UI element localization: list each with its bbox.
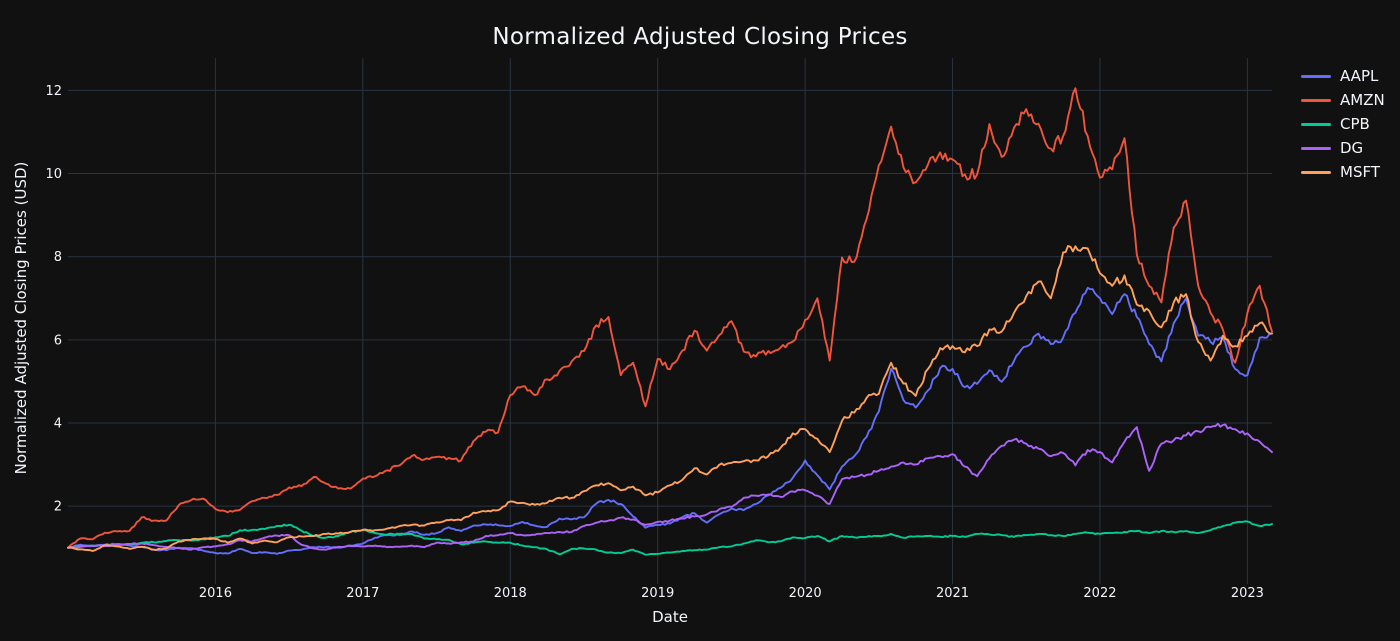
gridlines	[68, 58, 1272, 578]
x-tick-label: 2016	[199, 586, 232, 601]
legend-line-swatch	[1301, 98, 1331, 102]
x-axis-title: Date	[652, 608, 688, 626]
legend-label: AMZN	[1340, 90, 1385, 109]
legend: AAPL AMZN CPB DG MSFT	[1301, 64, 1385, 184]
x-tick-labels: 2016 2017 2018 2019 2020 2021 2022 2023	[199, 586, 1264, 601]
y-tick-labels: 2 4 6 8 10 12	[45, 84, 62, 515]
legend-item-aapl[interactable]: AAPL	[1301, 64, 1385, 88]
x-tick-label: 2018	[494, 586, 527, 601]
legend-label: AAPL	[1340, 66, 1379, 85]
x-tick-label: 2019	[641, 586, 674, 601]
legend-line-swatch	[1301, 146, 1331, 150]
series-line-aapl	[67, 286, 1273, 555]
legend-label: MSFT	[1340, 162, 1380, 181]
legend-line-swatch	[1301, 170, 1331, 174]
legend-line-swatch	[1301, 74, 1331, 78]
x-tick-label: 2020	[789, 586, 822, 601]
x-tick-label: 2021	[936, 586, 969, 601]
x-tick-label: 2022	[1083, 586, 1116, 601]
plot-area[interactable]	[68, 58, 1272, 578]
y-tick-label: 10	[45, 167, 62, 182]
series-lines	[67, 87, 1273, 556]
series-line-cpb	[67, 520, 1273, 556]
x-tick-label: 2023	[1231, 586, 1264, 601]
legend-label: DG	[1340, 138, 1364, 157]
x-tick-label: 2017	[346, 586, 379, 601]
x-tick-marks	[214, 578, 1248, 584]
y-tick-label: 4	[54, 416, 62, 431]
y-tick-label: 6	[54, 333, 62, 348]
y-tick-label: 2	[54, 500, 62, 515]
chart-title: Normalized Adjusted Closing Prices	[492, 24, 908, 50]
legend-line-swatch	[1301, 122, 1331, 126]
series-line-dg	[67, 422, 1273, 551]
legend-item-dg[interactable]: DG	[1301, 136, 1385, 160]
legend-label: CPB	[1340, 114, 1370, 133]
series-line-amzn	[67, 87, 1273, 549]
y-axis-title: Normalized Adjusted Closing Prices (USD)	[12, 161, 30, 475]
y-tick-label: 12	[45, 84, 62, 99]
legend-item-amzn[interactable]: AMZN	[1301, 88, 1385, 112]
legend-item-cpb[interactable]: CPB	[1301, 112, 1385, 136]
legend-item-msft[interactable]: MSFT	[1301, 160, 1385, 184]
y-tick-label: 8	[54, 250, 62, 265]
series-line-msft	[67, 245, 1273, 552]
